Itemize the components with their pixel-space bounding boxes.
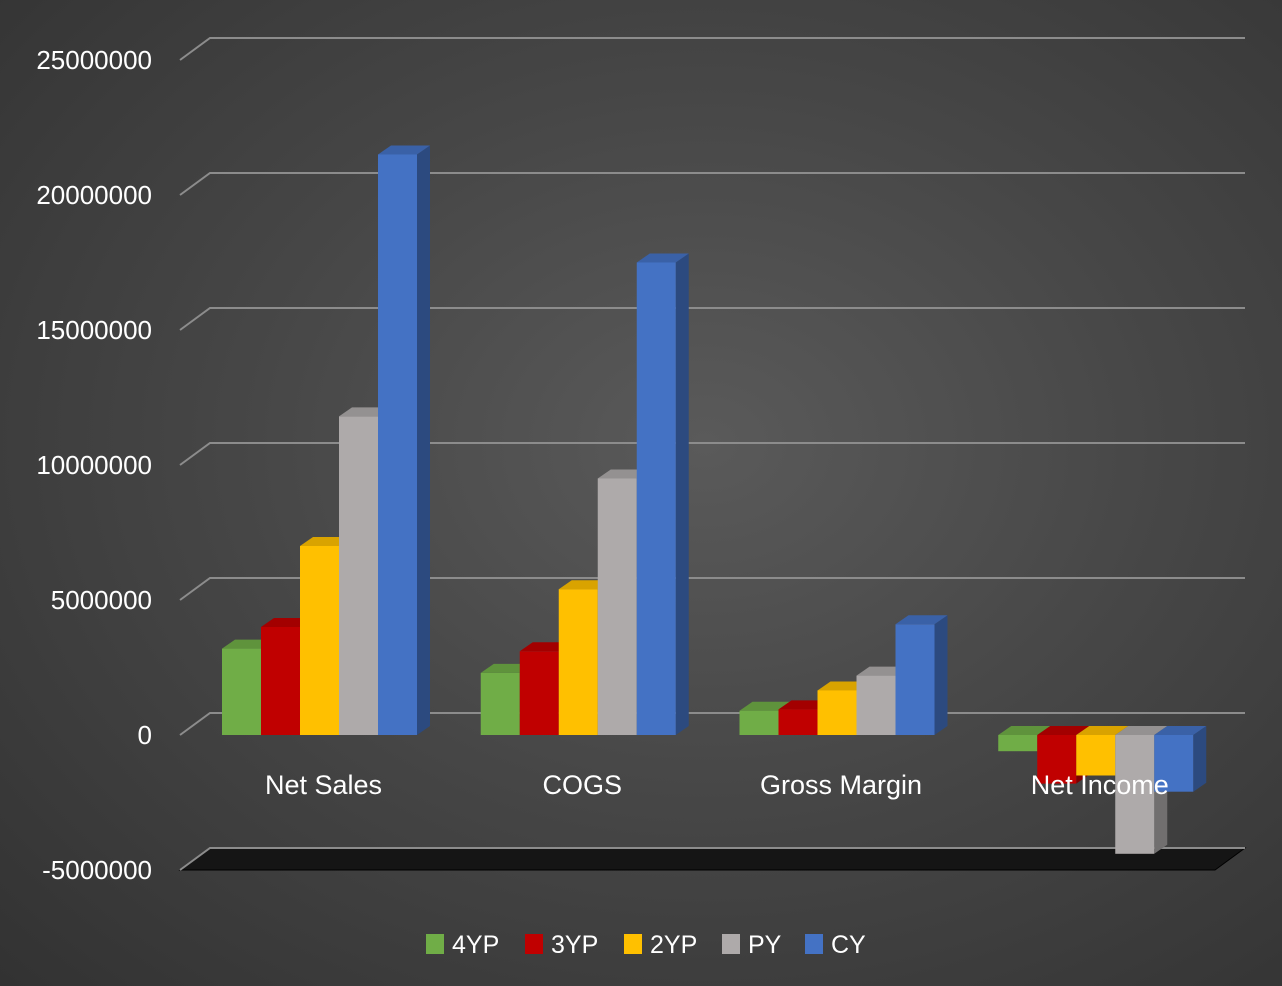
bar-front	[597, 478, 637, 735]
bar-top	[636, 253, 689, 263]
legend-item-cy: CY	[805, 931, 866, 959]
legend-swatch	[525, 934, 543, 954]
bar-front	[519, 651, 559, 735]
y-tick-label: 0	[138, 720, 152, 750]
bar-front	[1076, 735, 1116, 776]
legend-label: 3YP	[551, 931, 598, 959]
x-category-label: Net Sales	[265, 770, 382, 800]
bar-side	[934, 615, 948, 735]
bar-front	[856, 675, 896, 735]
legend-item-3yp: 3YP	[525, 931, 598, 959]
legend-item-4yp: 4YP	[426, 931, 499, 959]
bar-front	[895, 624, 935, 735]
y-tick-label: 15000000	[36, 315, 152, 345]
gridline	[179, 577, 1245, 601]
y-tick-label: 10000000	[36, 450, 152, 480]
legend-label: PY	[748, 931, 782, 959]
bar-top	[1076, 726, 1129, 735]
bar-front	[998, 735, 1038, 752]
bar-front	[739, 710, 779, 735]
bar-top	[1037, 726, 1090, 735]
y-tick-label: 5000000	[51, 585, 152, 615]
bar-top	[1115, 726, 1168, 735]
bar-top	[739, 701, 792, 711]
legend-item-py: PY	[722, 931, 782, 959]
gridline	[179, 37, 1245, 61]
floor-top	[178, 847, 1247, 871]
bars	[222, 145, 1207, 854]
y-tick-label: 25000000	[36, 45, 152, 75]
bar-front	[300, 546, 339, 735]
bar-front	[1037, 735, 1077, 784]
y-tick-label: -5000000	[42, 855, 152, 885]
bar-CY-net-sales	[378, 145, 430, 735]
bar-CY-net-income	[1154, 726, 1207, 792]
bar-top	[378, 145, 430, 155]
gridline	[179, 172, 1245, 196]
bar-CY-cogs	[636, 253, 689, 735]
legend-swatch	[624, 934, 642, 954]
gridlines	[179, 37, 1245, 736]
bar-front	[480, 672, 520, 735]
bar-front	[778, 709, 818, 735]
y-tick-label: 20000000	[36, 180, 152, 210]
bar-front	[261, 627, 300, 735]
x-category-label: COGS	[542, 770, 622, 800]
bar-top	[998, 726, 1051, 735]
bar-front	[339, 416, 378, 735]
bar-CY-gross-margin	[895, 615, 948, 735]
bar-side	[1193, 726, 1207, 792]
legend-item-2yp: 2YP	[624, 931, 697, 959]
bar-front	[222, 648, 261, 735]
legend-label: CY	[831, 931, 866, 959]
legend-label: 4YP	[452, 931, 499, 959]
chart-floor	[178, 847, 1247, 871]
legend-label: 2YP	[650, 931, 697, 959]
y-axis: 25000000 20000000 15000000 10000000 5000000 0…	[36, 45, 152, 885]
legend-swatch	[426, 934, 444, 954]
gridline	[179, 307, 1245, 331]
bar-front	[817, 690, 857, 735]
x-axis: Net Sales COGS Gross Margin Net Income	[265, 770, 1169, 800]
bar-side	[675, 253, 689, 735]
bar-top	[895, 615, 948, 625]
legend-swatch	[722, 934, 740, 954]
legend: 4YP 3YP 2YP PY CY	[426, 931, 866, 959]
legend-swatch	[805, 934, 823, 954]
bar-front	[1115, 735, 1155, 854]
x-category-label: Net Income	[1031, 770, 1169, 800]
bar-front	[558, 589, 598, 735]
bar-top	[1154, 726, 1207, 735]
bar-front	[1154, 735, 1194, 792]
bar-side	[417, 145, 430, 735]
gridline	[179, 847, 1245, 871]
bar-front	[378, 154, 417, 735]
bar-front	[636, 262, 676, 735]
gridline	[179, 442, 1245, 466]
x-category-label: Gross Margin	[760, 770, 922, 800]
